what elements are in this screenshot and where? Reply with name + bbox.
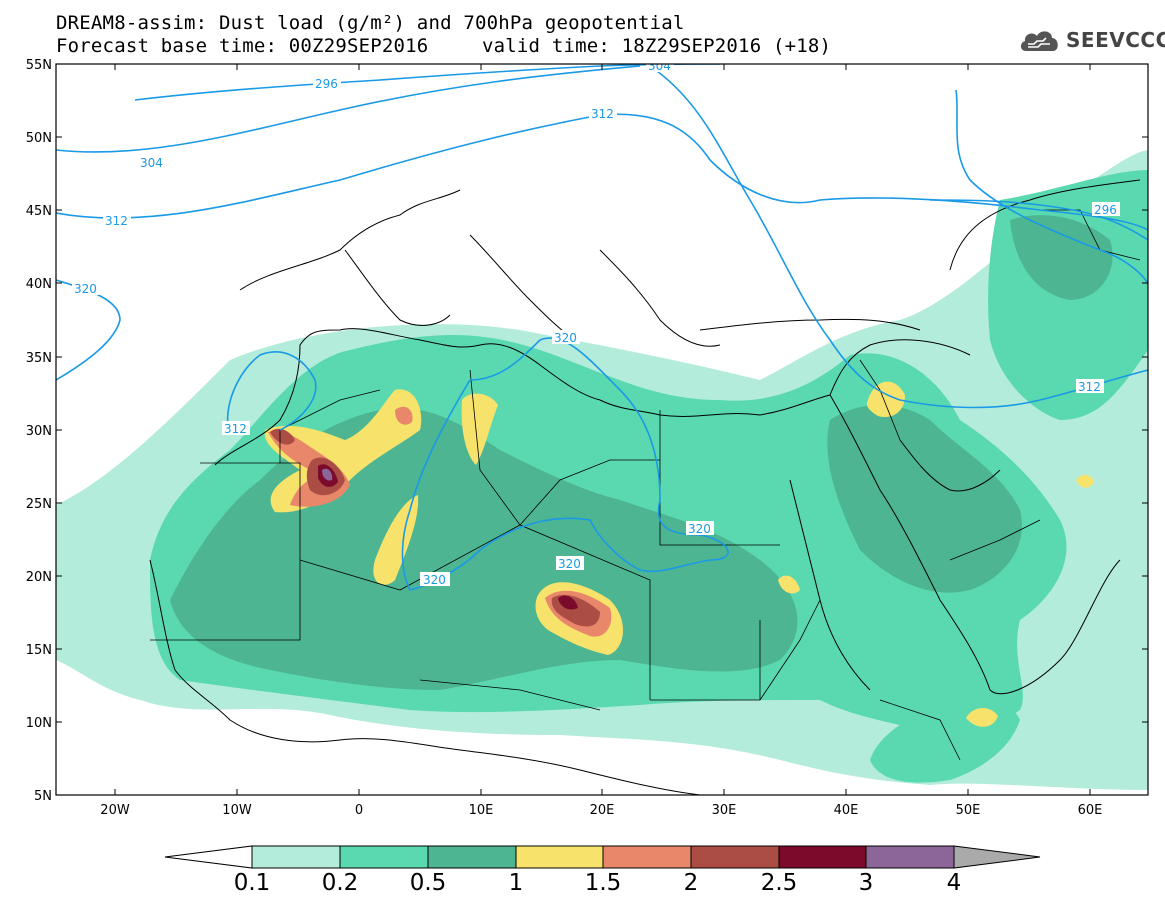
dust-band-4 (322, 468, 333, 481)
colorbar-label: 3 (858, 870, 874, 896)
logo-text: SEEVCCC (1066, 28, 1165, 52)
colorbar-under-triangle (164, 845, 253, 869)
lon-label: 20E (590, 803, 615, 818)
geopotential-contours (56, 64, 1148, 591)
lon-label: 50E (956, 803, 981, 818)
dust-band-1-morocco (264, 389, 422, 513)
map-title: DREAM8-assim: Dust load (g/m²) and 700hP… (56, 12, 685, 34)
svg-text:320: 320 (688, 522, 711, 536)
lat-label: 5N (34, 789, 52, 804)
colorbar-over-triangle (953, 845, 1041, 869)
lat-label: 15N (26, 643, 52, 658)
lat-label: 35N (26, 351, 52, 366)
seevccc-logo: SEEVCCC (1018, 25, 1165, 55)
colorbar-label: 2 (683, 870, 699, 896)
lat-label: 40N (26, 277, 52, 292)
forecast-base-time: Forecast base time: 00Z29SEP2016 (56, 35, 429, 57)
lon-label: 40E (834, 803, 859, 818)
svg-text:312: 312 (224, 422, 247, 436)
svg-text:304: 304 (648, 59, 671, 73)
dust-band-1-oman (1076, 474, 1094, 488)
dust-band-0.5-caspian (1010, 215, 1113, 300)
dust-band-1-sudan (778, 575, 800, 594)
dust-band-2-b (270, 428, 295, 445)
colorbar (164, 845, 1041, 869)
dust-band-1-somalia (966, 707, 998, 727)
colorbar-label: 0.5 (409, 870, 447, 896)
colorbar-swatch (690, 845, 780, 869)
colorbar-label: 1.5 (584, 870, 622, 896)
svg-text:320: 320 (558, 557, 581, 571)
country-borders (150, 209, 1141, 761)
lon-label: 30E (712, 803, 737, 818)
colorbar-label: 0.2 (321, 870, 359, 896)
latitude-labels: 55N 50N 45N 40N 35N 30N 25N 20N 15N 10N … (26, 58, 52, 804)
dust-band-3-b (558, 595, 578, 610)
lat-label: 45N (26, 204, 52, 219)
lon-label: 0 (355, 803, 363, 818)
dust-band-1-iraq (866, 381, 905, 418)
svg-text:320: 320 (554, 331, 577, 345)
lat-label: 30N (26, 424, 52, 439)
colorbar-label: 0.1 (233, 870, 271, 896)
colorbar-label: 2.5 (760, 870, 798, 896)
svg-text:312: 312 (1078, 380, 1101, 394)
dust-band-1-tunisia (461, 393, 498, 465)
svg-text:312: 312 (105, 214, 128, 228)
colorbar-label: 1 (508, 870, 524, 896)
lat-label: 50N (26, 131, 52, 146)
lon-label: 60E (1078, 803, 1103, 818)
svg-text:296: 296 (1094, 203, 1117, 217)
svg-text:296: 296 (315, 77, 338, 91)
contour-labels: 296 304 312 320 312 320 320 320 312 296 … (72, 59, 1120, 587)
longitude-labels: 20W 10W 0 10E 20E 30E 40E 50E 60E (100, 803, 1102, 818)
colorbar-swatch (427, 845, 517, 869)
colorbar-swatch (865, 845, 955, 869)
lat-label: 25N (26, 497, 52, 512)
cloud-logo-icon (1020, 31, 1058, 51)
lat-label: 10N (26, 716, 52, 731)
lon-label: 10E (469, 803, 494, 818)
dust-load-field (56, 150, 1148, 790)
lon-label: 10W (222, 803, 252, 818)
colorbar-swatch (339, 845, 429, 869)
coastlines (149, 179, 1141, 795)
colorbar-swatch (602, 845, 692, 869)
valid-time: valid time: 18Z29SEP2016 (+18) (482, 35, 832, 57)
dust-band-1.5-b (395, 406, 413, 425)
colorbar-swatch (778, 845, 867, 869)
lat-label: 55N (26, 58, 52, 73)
svg-text:320: 320 (74, 282, 97, 296)
colorbar-swatch (251, 845, 341, 869)
colorbar-swatch (515, 845, 604, 869)
colorbar-label: 4 (946, 870, 962, 896)
svg-text:312: 312 (591, 107, 614, 121)
svg-text:320: 320 (423, 573, 446, 587)
lon-label: 20W (100, 803, 130, 818)
svg-text:304: 304 (140, 156, 163, 170)
lat-label: 20N (26, 570, 52, 585)
map-area: 296 304 312 320 312 320 320 320 312 296 … (56, 59, 1148, 795)
dust-band-0.5-arabia (827, 405, 1022, 593)
axis-ticks (56, 63, 1148, 795)
